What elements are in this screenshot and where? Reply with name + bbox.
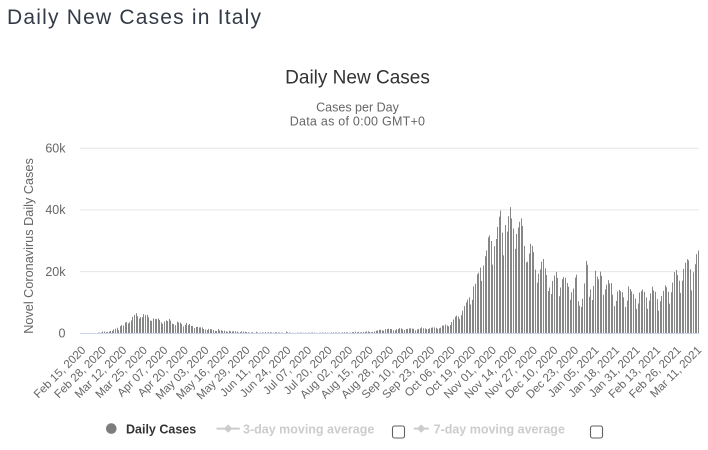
svg-text:40k: 40k	[45, 203, 66, 217]
svg-text:3-day moving average: 3-day moving average	[243, 423, 374, 437]
svg-text:20k: 20k	[45, 265, 66, 279]
svg-text:0: 0	[59, 327, 66, 341]
svg-text:60k: 60k	[45, 141, 66, 155]
svg-text:Cases per Day: Cases per Day	[316, 101, 399, 115]
svg-text:Data as of 0:00 GMT+0: Data as of 0:00 GMT+0	[290, 115, 426, 129]
svg-text:7-day moving average: 7-day moving average	[434, 423, 565, 437]
svg-text:Novel Coronavirus Daily Cases: Novel Coronavirus Daily Cases	[22, 158, 36, 334]
svg-text:Daily New Cases: Daily New Cases	[285, 68, 430, 89]
svg-text:Daily Cases: Daily Cases	[126, 423, 196, 437]
